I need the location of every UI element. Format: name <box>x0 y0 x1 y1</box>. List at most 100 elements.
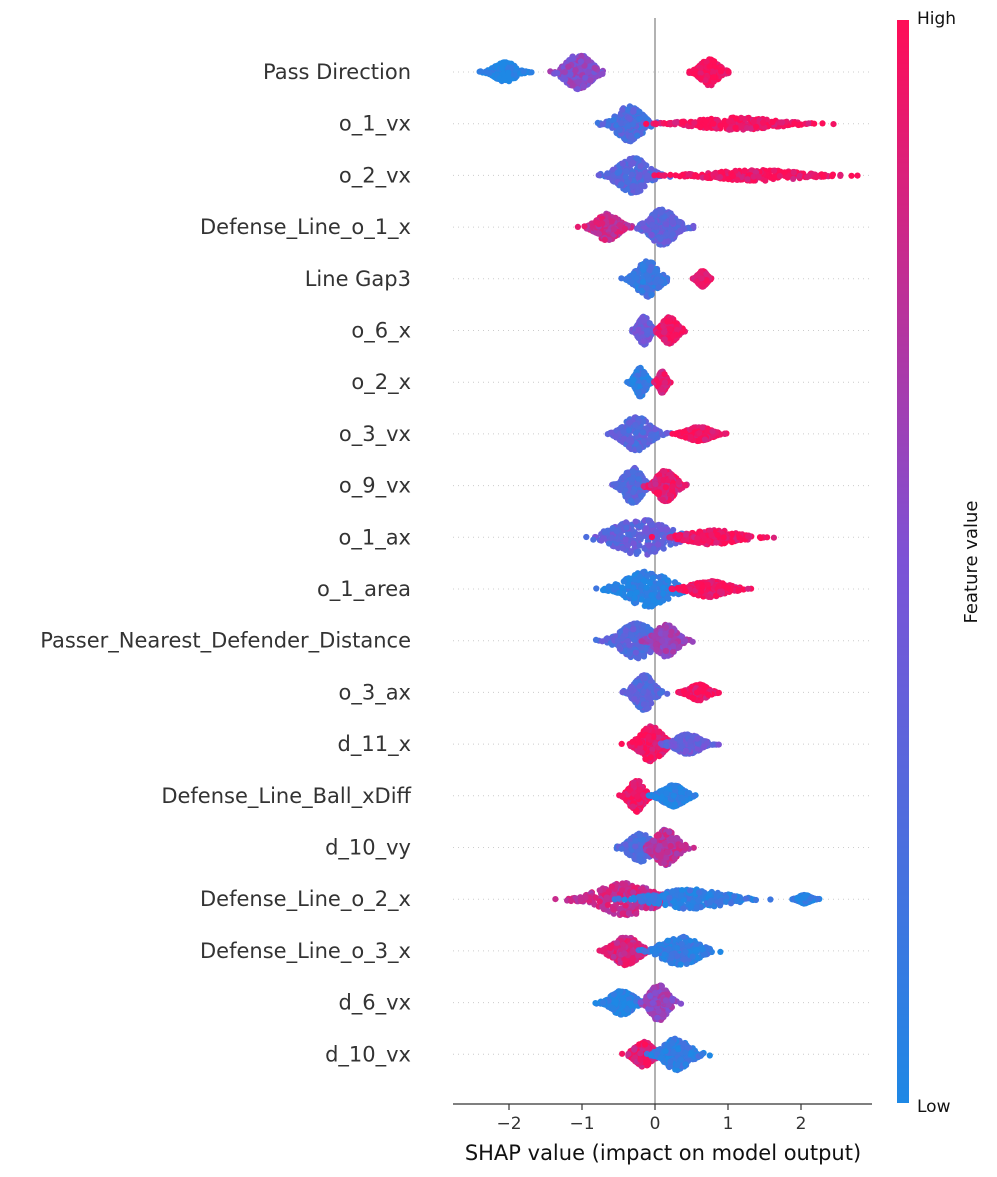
shap-point <box>641 317 648 324</box>
shap-point <box>791 120 798 127</box>
shap-point <box>500 76 507 83</box>
shap-point <box>508 64 515 71</box>
shap-point <box>665 238 672 245</box>
shap-point <box>498 65 505 72</box>
shap-point <box>639 220 646 227</box>
feature-row-points <box>476 52 732 93</box>
shap-point <box>585 68 592 76</box>
shap-point <box>649 433 656 440</box>
shap-point <box>572 67 579 74</box>
shap-point <box>629 159 637 166</box>
shap-point <box>669 483 676 490</box>
shap-point <box>616 168 623 175</box>
shap-point <box>648 231 655 239</box>
shap-point <box>744 176 751 183</box>
shap-point <box>634 224 642 232</box>
shap-point <box>718 66 725 73</box>
beeswarm-points <box>476 52 861 1074</box>
shap-point <box>639 429 647 436</box>
shap-point <box>652 426 659 433</box>
shap-point <box>635 476 642 483</box>
shap-point <box>672 172 679 179</box>
feature-row-points <box>595 155 861 196</box>
shap-point <box>771 167 778 174</box>
shap-point <box>777 119 784 126</box>
shap-point <box>637 163 644 170</box>
shap-point <box>652 121 660 128</box>
shap-point <box>634 497 641 504</box>
shap-point <box>668 473 675 480</box>
shap-point <box>565 63 572 70</box>
shap-point <box>634 188 642 195</box>
shap-point <box>632 422 639 429</box>
shap-point <box>599 70 606 77</box>
shap-point <box>635 326 642 333</box>
shap-point <box>675 478 682 485</box>
shap-point <box>638 182 645 189</box>
shap-point <box>854 172 861 179</box>
shap-point <box>640 370 647 377</box>
shap-point <box>830 121 837 128</box>
shap-point <box>621 225 629 232</box>
shap-point <box>819 120 826 127</box>
shap-point <box>692 172 699 179</box>
shap-point <box>813 174 820 181</box>
shap-point <box>677 227 684 234</box>
shap-point <box>581 62 588 69</box>
shap-point <box>587 77 594 84</box>
shap-point <box>575 78 582 86</box>
shap-point <box>818 171 825 178</box>
shap-point <box>687 434 694 441</box>
shap-point <box>619 106 626 113</box>
shap-point <box>666 326 674 333</box>
shap-point <box>577 58 585 65</box>
shap-point <box>630 108 637 115</box>
shap-point <box>574 223 582 230</box>
shap-point <box>657 278 665 285</box>
shap-point <box>729 172 737 180</box>
shap-point <box>698 275 705 282</box>
shap-point <box>644 172 651 179</box>
shap-point <box>580 83 587 90</box>
shap-point <box>604 170 611 177</box>
shap-point <box>703 174 710 181</box>
shap-point <box>630 121 637 128</box>
feature-row-points <box>609 464 690 506</box>
shap-point <box>648 263 655 271</box>
shap-point <box>528 69 535 76</box>
shap-point <box>679 171 686 178</box>
shap-point <box>672 430 679 438</box>
shap-point <box>725 68 732 75</box>
shap-point <box>652 279 659 286</box>
shap-point <box>628 272 636 279</box>
shap-point <box>622 173 629 180</box>
shap-point <box>741 168 748 175</box>
shap-point <box>659 496 666 503</box>
shap-point <box>584 58 592 65</box>
shap-point <box>652 481 659 488</box>
shap-point <box>691 119 698 126</box>
shap-point <box>644 327 651 334</box>
shap-point <box>710 120 717 127</box>
shap-point <box>829 173 836 180</box>
shap-point <box>630 183 637 190</box>
shap-point <box>662 484 670 491</box>
shap-point <box>755 173 762 180</box>
shap-point <box>618 181 625 188</box>
shap-point <box>643 120 650 127</box>
shap-point <box>601 236 608 243</box>
shap-point <box>628 497 635 504</box>
shap-point <box>658 386 665 393</box>
shap-point <box>717 122 724 129</box>
shap-point <box>804 174 811 181</box>
shap-point <box>625 443 633 451</box>
shap-point <box>661 336 668 343</box>
shap-point <box>643 285 650 292</box>
shap-point <box>753 123 760 130</box>
shap-point <box>569 55 577 62</box>
shap-point <box>837 172 844 179</box>
shap-point <box>567 71 574 78</box>
shap-point <box>696 430 703 437</box>
shap-point <box>709 428 716 435</box>
shap-point <box>625 427 633 434</box>
